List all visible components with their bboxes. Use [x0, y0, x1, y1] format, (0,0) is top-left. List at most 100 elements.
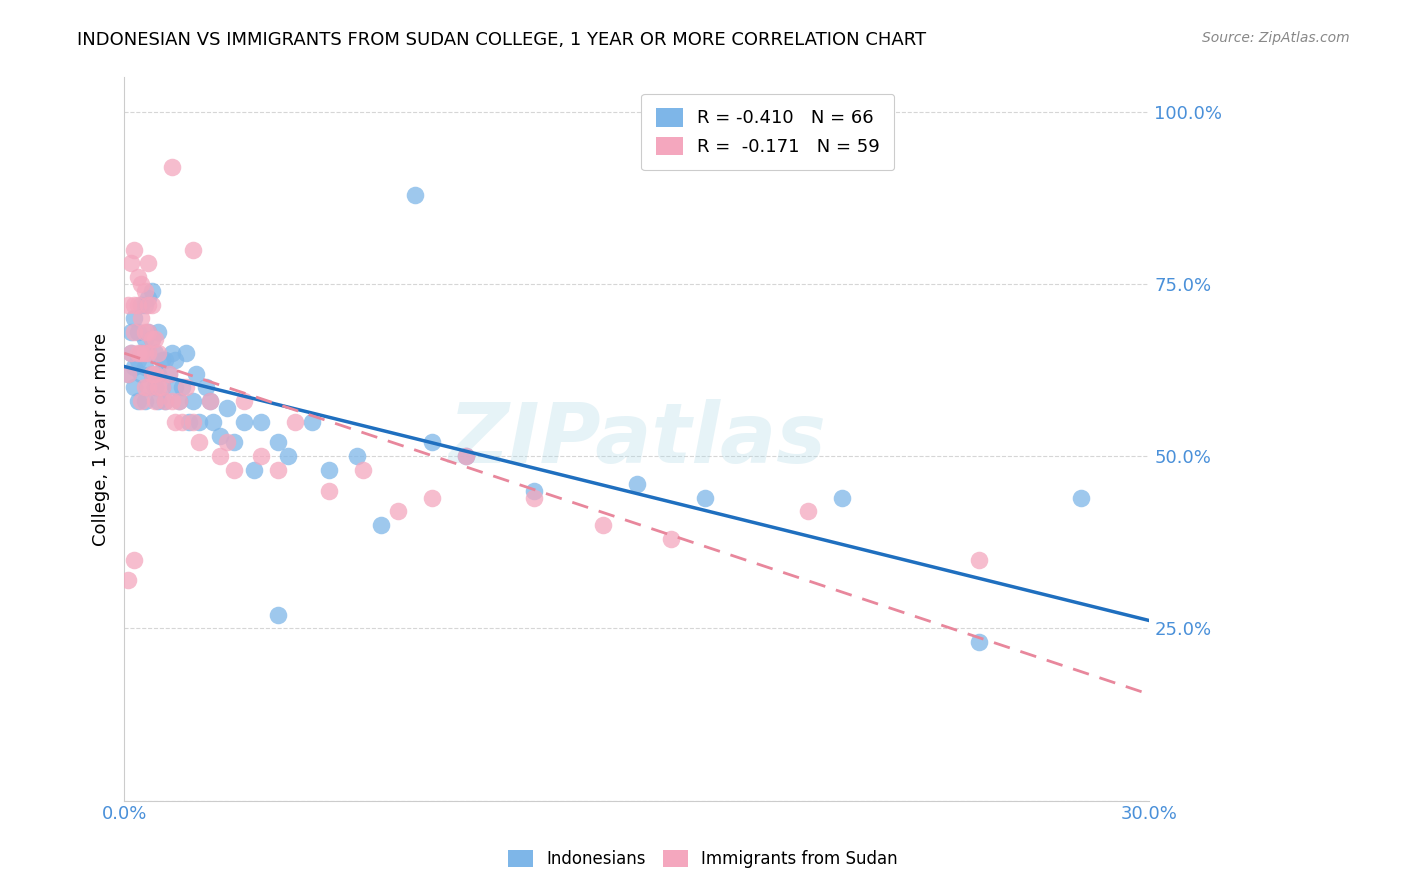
Point [181, 415, 204, 429]
Point [141, 367, 163, 381]
Point [127, 326, 149, 340]
Point [346, 449, 368, 463]
Point [267, 463, 290, 477]
Point [131, 367, 153, 381]
Point [404, 187, 426, 202]
Point [165, 352, 187, 367]
Point [124, 243, 146, 257]
Point [131, 311, 153, 326]
Point [155, 394, 177, 409]
Point [160, 346, 183, 360]
Text: ZIPatlas: ZIPatlas [449, 399, 825, 480]
Text: INDONESIAN VS IMMIGRANTS FROM SUDAN COLLEGE, 1 YEAR OR MORE CORRELATION CHART: INDONESIAN VS IMMIGRANTS FROM SUDAN COLL… [77, 31, 927, 49]
Point [301, 415, 323, 429]
Point [136, 380, 159, 394]
Point [188, 415, 211, 429]
Point [117, 573, 139, 587]
Legend: Indonesians, Immigrants from Sudan: Indonesians, Immigrants from Sudan [502, 843, 904, 875]
Point [167, 394, 190, 409]
Point [420, 435, 443, 450]
Point [120, 346, 142, 360]
Point [150, 352, 173, 367]
Point [179, 415, 201, 429]
Point [695, 491, 717, 505]
Point [124, 380, 146, 394]
Point [160, 160, 183, 174]
Point [134, 332, 156, 346]
Point [136, 326, 159, 340]
Point [967, 635, 990, 649]
Point [120, 256, 142, 270]
Point [318, 483, 340, 498]
Point [420, 491, 443, 505]
Point [134, 284, 156, 298]
Point [208, 449, 231, 463]
Point [172, 415, 194, 429]
Point [222, 435, 245, 450]
Point [148, 367, 170, 381]
Point [174, 346, 197, 360]
Y-axis label: College, 1 year or more: College, 1 year or more [93, 333, 110, 546]
Point [134, 380, 156, 394]
Point [352, 463, 374, 477]
Point [141, 332, 163, 346]
Point [131, 394, 153, 409]
Point [167, 394, 190, 409]
Point [150, 380, 173, 394]
Point [148, 326, 170, 340]
Point [1070, 491, 1092, 505]
Point [141, 284, 163, 298]
Point [136, 291, 159, 305]
Point [141, 298, 163, 312]
Point [134, 326, 156, 340]
Point [155, 352, 177, 367]
Point [134, 346, 156, 360]
Point [148, 380, 170, 394]
Point [117, 367, 139, 381]
Point [143, 380, 166, 394]
Point [131, 277, 153, 291]
Point [831, 491, 853, 505]
Point [117, 367, 139, 381]
Point [215, 401, 238, 415]
Point [148, 346, 170, 360]
Point [188, 435, 211, 450]
Point [232, 394, 254, 409]
Point [136, 346, 159, 360]
Point [277, 449, 299, 463]
Point [124, 552, 146, 566]
Point [124, 359, 146, 374]
Point [967, 552, 990, 566]
Point [131, 298, 153, 312]
Point [659, 532, 682, 546]
Point [136, 298, 159, 312]
Point [134, 394, 156, 409]
Point [148, 394, 170, 409]
Point [222, 463, 245, 477]
Point [143, 332, 166, 346]
Point [143, 394, 166, 409]
Point [195, 380, 218, 394]
Point [232, 415, 254, 429]
Point [157, 367, 180, 381]
Point [592, 518, 614, 533]
Point [198, 394, 221, 409]
Point [127, 352, 149, 367]
Point [131, 346, 153, 360]
Point [131, 346, 153, 360]
Point [208, 428, 231, 442]
Point [184, 367, 207, 381]
Text: Source: ZipAtlas.com: Source: ZipAtlas.com [1202, 31, 1350, 45]
Point [150, 380, 173, 394]
Point [267, 607, 290, 622]
Point [198, 394, 221, 409]
Point [136, 380, 159, 394]
Point [136, 346, 159, 360]
Point [454, 449, 477, 463]
Point [120, 326, 142, 340]
Point [134, 298, 156, 312]
Point [523, 483, 546, 498]
Point [243, 463, 266, 477]
Point [136, 256, 159, 270]
Point [284, 415, 307, 429]
